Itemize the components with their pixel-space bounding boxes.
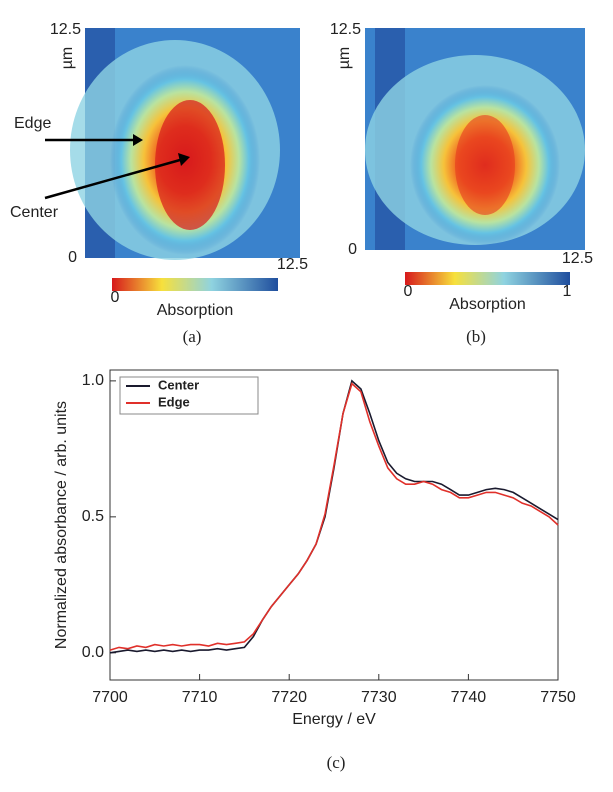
x-tick-label: 7700: [92, 689, 128, 706]
annotation: Center: [10, 204, 59, 221]
axis-label: µm: [336, 47, 353, 70]
y-tick-label: 0.5: [82, 508, 104, 525]
y-tick-label: 0: [68, 249, 77, 266]
x-tick-label: 12.5: [562, 250, 593, 267]
series-line: [110, 381, 558, 653]
x-axis-label: Energy / eV: [292, 711, 376, 728]
x-tick-label: 7720: [271, 689, 307, 706]
x-tick-label: 12.5: [277, 256, 308, 273]
colorbar-label: Absorption: [449, 296, 526, 313]
heatmap-b: [365, 28, 585, 250]
colorbar-tick: 0: [111, 289, 120, 306]
colorbar-tick: 0: [404, 283, 413, 300]
y-tick-label: 1.0: [82, 372, 104, 389]
figure: 12.5 0 µm 12.5 0 Absorption (a) Edge Center 12.5 0…: [0, 0, 613, 787]
colorbar: [405, 272, 570, 285]
caption: (b): [466, 327, 486, 346]
series-line: [110, 384, 558, 650]
y-tick-label: 0: [348, 241, 357, 258]
plot-frame: [110, 370, 558, 680]
colorbar-tick: 1: [563, 283, 572, 300]
y-tick-label: 12.5: [330, 21, 361, 38]
legend-label: Center: [158, 377, 199, 392]
y-axis-label: Normalized absorbance / arb. units: [53, 401, 70, 649]
y-tick-label: 12.5: [50, 21, 81, 38]
caption: (c): [327, 753, 346, 772]
annotation: Edge: [14, 115, 51, 132]
axis-label: µm: [59, 47, 76, 70]
caption: (a): [183, 327, 202, 346]
x-tick-label: 7740: [451, 689, 487, 706]
x-tick-label: 7730: [361, 689, 397, 706]
heatmap-a: [45, 28, 300, 260]
colorbar: [112, 278, 278, 291]
page: {"panels": [ {"caption": "(a)", "ylabel"…: [0, 0, 613, 792]
x-tick-label: 7710: [182, 689, 218, 706]
y-tick-label: 0.0: [82, 644, 104, 661]
legend-label: Edge: [158, 394, 190, 409]
colorbar-label: Absorption: [157, 302, 234, 319]
x-tick-label: 7750: [540, 689, 576, 706]
